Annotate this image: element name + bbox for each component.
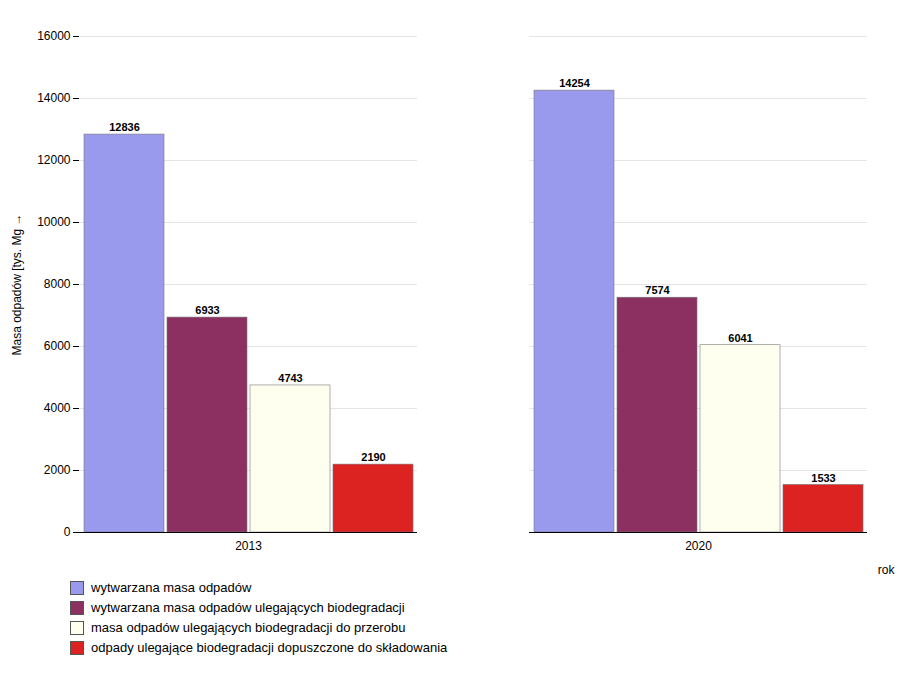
svg-text:12000: 12000 (37, 153, 71, 167)
svg-text:4743: 4743 (278, 372, 302, 384)
svg-text:6041: 6041 (728, 332, 752, 344)
svg-text:14254: 14254 (559, 77, 590, 89)
html-text:wytwarzana masa odpadów: wytwarzana masa odpadów (91, 580, 252, 595)
svg-text:2020: 2020 (685, 539, 712, 553)
html-text:odpady ulegające biodegradacji: odpady ulegające biodegradacji dopuszczo… (91, 640, 448, 655)
svg-text:2013: 2013 (235, 539, 262, 553)
svg-text:2000: 2000 (44, 463, 71, 477)
svg-text:16000: 16000 (37, 29, 71, 43)
svg-text:1533: 1533 (811, 471, 835, 483)
html-text:wytwarzana masa odpadów ulegaj: wytwarzana masa odpadów ulegających biod… (91, 600, 405, 615)
html-text:masa odpadów ulegających biode: masa odpadów ulegających biodegradacji d… (91, 620, 406, 635)
svg-text:6933: 6933 (195, 304, 219, 316)
svg-text:Masa odpadów [tys. Mg →: Masa odpadów [tys. Mg → (10, 213, 24, 355)
svg-text:7574: 7574 (645, 284, 670, 296)
svg-text:14000: 14000 (37, 91, 71, 105)
svg-text:8000: 8000 (44, 277, 71, 291)
svg-text:6000: 6000 (44, 339, 71, 353)
svg-text:10000: 10000 (37, 215, 71, 229)
svg-text:0: 0 (64, 525, 71, 539)
svg-text:4000: 4000 (44, 401, 71, 415)
svg-text:12836: 12836 (109, 121, 140, 133)
svg-text:rok: rok (878, 563, 896, 577)
svg-text:2190: 2190 (361, 451, 385, 463)
